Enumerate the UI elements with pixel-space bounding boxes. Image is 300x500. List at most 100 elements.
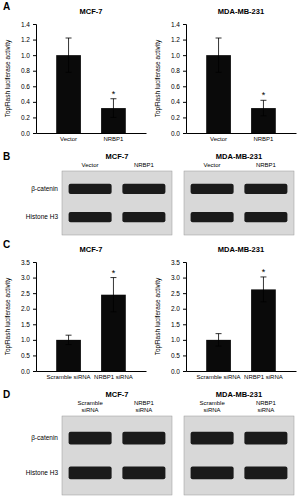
- error-bar: [216, 334, 222, 346]
- tick-label: NRBP1 siRNA: [94, 374, 133, 380]
- y-axis-label: TopFlash luciferase activity: [4, 39, 12, 117]
- tick-mark: [183, 340, 186, 341]
- row-label: Histone H3: [26, 469, 59, 476]
- y-tick: 1.5: [171, 321, 186, 328]
- blot-box: [62, 416, 172, 495]
- annotation: *: [262, 267, 266, 277]
- tick-label: NRBP1: [253, 136, 274, 142]
- lane-label: Vector: [82, 162, 99, 168]
- tick-mark: [33, 293, 36, 294]
- chart-title: MDA-MB-231: [218, 7, 264, 16]
- x-axis: Vector NRBP1: [37, 134, 147, 143]
- tick-mark: [33, 371, 36, 372]
- tick-mark: [183, 324, 186, 325]
- band: [191, 467, 234, 480]
- x-tick: Vector: [210, 136, 227, 142]
- tick-mark: [183, 133, 186, 134]
- tick-label: NRBP1 siRNA: [244, 374, 283, 380]
- axis-line: [33, 25, 37, 134]
- tick-mark: [33, 86, 36, 87]
- band: [244, 432, 287, 445]
- chart-title: MCF-7: [80, 245, 103, 254]
- tick-mark: [33, 355, 36, 356]
- bar-chart: 0.00.51.01.52.02.53.03.5Scramble siRNANR…: [154, 245, 297, 380]
- y-tick: 3.5: [171, 259, 186, 266]
- y-tick: 1.0: [21, 336, 36, 343]
- panel-letter: B: [3, 151, 10, 162]
- tick-mark: [183, 117, 186, 118]
- tick-label: 0.5: [171, 352, 180, 359]
- tick-label: Vector: [60, 136, 77, 142]
- tick-label: 0.4: [171, 98, 180, 105]
- tick-label: 1.4: [21, 21, 30, 28]
- tick-mark: [33, 40, 36, 41]
- error-bar: [66, 335, 72, 344]
- error-bar: [260, 277, 266, 302]
- annotation: *: [112, 89, 116, 99]
- tick-mark: [183, 71, 186, 72]
- tick-label: 2.0: [171, 305, 180, 312]
- tick-label: 0.5: [21, 352, 30, 359]
- bar-chart: 0.00.20.40.60.81.01.21.4VectorNRBP1MDA-M…: [154, 7, 297, 142]
- tick-label: NRBP1: [103, 136, 124, 142]
- tick-label: 2.5: [171, 290, 180, 297]
- tick-label: 1.2: [21, 36, 30, 43]
- tick-label: 1.0: [171, 336, 180, 343]
- tick-label: 0.8: [171, 67, 180, 74]
- lane-label: ScramblesiRNA: [77, 400, 103, 413]
- band: [191, 184, 234, 194]
- tick-label: 0.0: [171, 368, 180, 375]
- lane-label: ScramblesiRNA: [199, 400, 225, 413]
- axis-line: [37, 371, 147, 372]
- y-axis: 0.00.20.40.60.81.01.21.4: [21, 21, 37, 137]
- tick-label: 0.8: [21, 67, 30, 74]
- x-tick: Scramble siRNA: [197, 374, 241, 380]
- tick-mark: [183, 262, 186, 263]
- y-axis-label: TopFlash luciferase activity: [4, 277, 12, 355]
- blot: MDA-MB-231ScramblesiRNANRBP1siRNA: [184, 390, 294, 495]
- band: [69, 184, 112, 194]
- x-tick: NRBP1: [253, 136, 274, 142]
- tick-label: 2.5: [21, 290, 30, 297]
- tick-mark: [33, 117, 36, 118]
- tick-mark: [183, 102, 186, 103]
- tick-label: 0.2: [21, 114, 30, 121]
- y-tick: 1.0: [171, 52, 186, 59]
- y-tick: 0.5: [21, 352, 36, 359]
- y-axis-label: TopFlash luciferase activity: [154, 277, 162, 355]
- y-tick: 0.5: [171, 352, 186, 359]
- y-tick: 0.8: [21, 67, 36, 74]
- x-axis: Scramble siRNANRBP1 siRNA: [37, 372, 147, 381]
- tick-mark: [33, 278, 36, 279]
- chart-title: MCF-7: [80, 7, 103, 16]
- band: [191, 432, 234, 445]
- y-tick: 1.2: [171, 36, 186, 43]
- band: [69, 212, 112, 222]
- band: [122, 184, 165, 194]
- y-tick: 1.2: [21, 36, 36, 43]
- tick-label: Scramble siRNA: [197, 374, 241, 380]
- blot-title: MCF-7: [106, 152, 129, 161]
- tick-label: 1.0: [21, 52, 30, 59]
- lane-label: NRBP1: [256, 162, 277, 168]
- band: [191, 212, 234, 222]
- annotation: *: [112, 268, 116, 278]
- y-tick: 1.0: [21, 52, 36, 59]
- x-axis: Scramble siRNANRBP1 siRNA: [187, 372, 297, 381]
- y-tick: 0.2: [171, 114, 186, 121]
- axis-line: [187, 371, 297, 372]
- tick-mark: [183, 293, 186, 294]
- error-bar: [66, 38, 72, 72]
- tick-label: 0.0: [171, 130, 180, 137]
- row-label: Histone H3: [26, 213, 59, 220]
- x-tick: NRBP1 siRNA: [244, 374, 283, 380]
- tick-mark: [183, 371, 186, 372]
- tick-mark: [183, 40, 186, 41]
- plot-marks: [206, 277, 276, 371]
- tick-label: 1.2: [171, 36, 180, 43]
- band: [244, 184, 287, 194]
- x-tick: NRBP1 siRNA: [94, 374, 133, 380]
- tick-label: 0.2: [171, 114, 180, 121]
- blot: MCF-7ScramblesiRNANRBP1siRNAβ-cateninHis…: [3, 389, 172, 495]
- panel-letter: C: [3, 239, 10, 250]
